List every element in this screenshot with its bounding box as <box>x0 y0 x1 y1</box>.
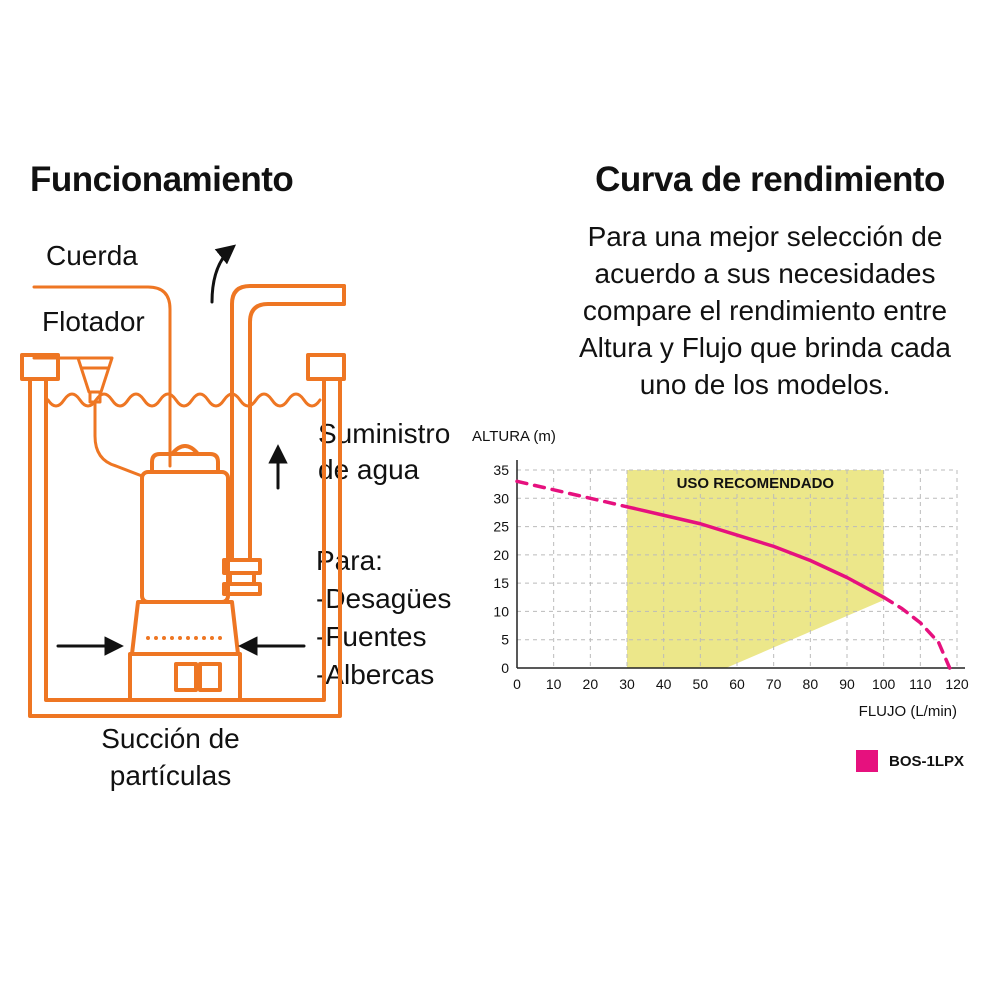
description-line: uno de los modelos. <box>639 369 891 400</box>
pump-operation-diagram <box>20 244 346 718</box>
chart-legend: BOS-1LPX <box>856 750 964 772</box>
rope-icon <box>32 285 172 468</box>
svg-text:90: 90 <box>839 676 855 692</box>
svg-text:20: 20 <box>493 547 509 563</box>
description-line: Para una mejor selección de <box>587 221 943 252</box>
svg-text:60: 60 <box>729 676 745 692</box>
chart-description: Para una mejor selección de acuerdo a su… <box>535 218 995 403</box>
uses-title: Para: <box>316 545 383 576</box>
svg-text:30: 30 <box>619 676 635 692</box>
curve-BOS-1LPX <box>625 505 886 600</box>
svg-text:50: 50 <box>693 676 709 692</box>
recommended-zone-label: USO RECOMENDADO <box>677 475 835 492</box>
series-name: BOS-1LPX <box>889 752 965 770</box>
svg-text:110: 110 <box>909 676 932 692</box>
use-item-pools: -Albercas <box>316 659 435 690</box>
series-color-swatch <box>856 750 878 772</box>
discharge-pipe-icon <box>222 284 346 596</box>
outflow-arrow-icon <box>210 244 237 304</box>
svg-text:5: 5 <box>501 632 509 648</box>
use-item-fountains: -Fuentes <box>316 621 427 652</box>
svg-text:40: 40 <box>656 676 672 692</box>
svg-text:20: 20 <box>583 676 599 692</box>
float-icon <box>76 356 144 478</box>
pump-intake-holes <box>146 636 222 640</box>
svg-text:120: 120 <box>945 676 969 692</box>
curve-BOS-1LPX <box>881 595 952 670</box>
svg-text:100: 100 <box>872 676 896 692</box>
svg-text:0: 0 <box>501 660 509 676</box>
x-axis-label: FLUJO (L/min) <box>858 703 957 720</box>
svg-text:80: 80 <box>803 676 819 692</box>
right-panel-title: Curva de rendimiento <box>595 160 945 199</box>
performance-chart: 0 10 20 30 40 50 60 70 80 90 100 110 120 0 5 10 15 20 25 30… <box>493 460 969 692</box>
svg-text:15: 15 <box>493 575 509 591</box>
recommended-zone <box>627 470 884 668</box>
curve-BOS-1LPX <box>515 479 629 509</box>
description-line: compare el rendimiento entre <box>582 295 948 326</box>
tank-icon <box>20 353 346 718</box>
svg-text:10: 10 <box>546 676 562 692</box>
svg-text:10: 10 <box>493 603 509 619</box>
label-float: Flotador <box>42 306 145 337</box>
svg-text:0: 0 <box>513 676 521 692</box>
left-panel-title: Funcionamiento <box>30 160 294 199</box>
y-axis-label: ALTURA (m) <box>472 428 556 445</box>
svg-text:30: 30 <box>493 490 509 506</box>
svg-text:35: 35 <box>493 462 509 478</box>
pump-icon <box>128 444 242 702</box>
description-line: Altura y Flujo que brinda cada <box>579 332 951 363</box>
uses-list: Para: -Desagües -Fuentes -Albercas <box>316 542 451 694</box>
label-rope: Cuerda <box>46 240 138 271</box>
svg-text:25: 25 <box>493 519 509 535</box>
svg-text:70: 70 <box>766 676 782 692</box>
description-line: acuerdo a sus necesidades <box>594 258 936 289</box>
label-particle-suction: Succión de partículas <box>101 723 240 791</box>
flow-arrows <box>56 244 306 656</box>
